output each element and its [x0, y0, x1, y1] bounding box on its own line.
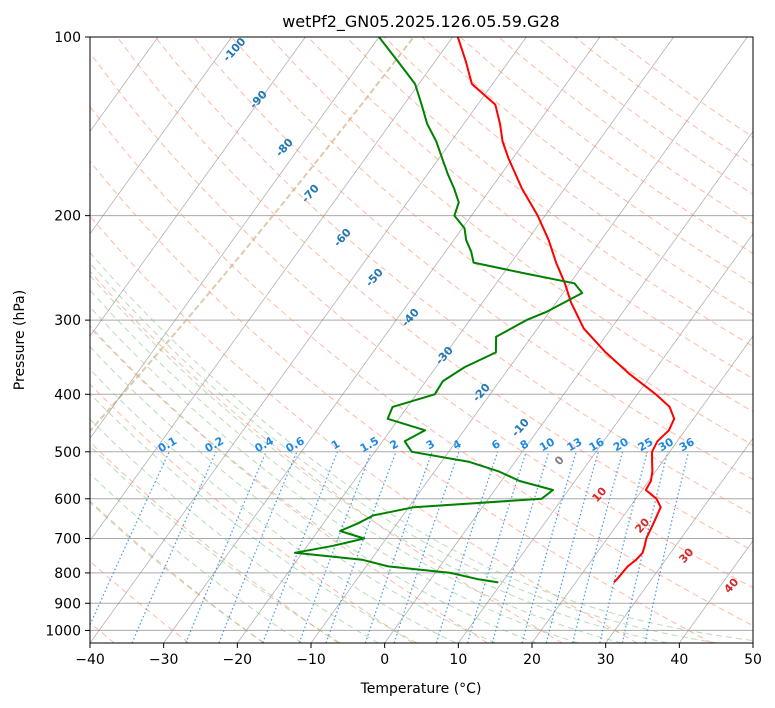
mixing-ratio-line [185, 451, 267, 643]
isotherm-line [605, 437, 753, 643]
mixing-ratio-line [435, 451, 499, 643]
isotherm-line [163, 37, 601, 643]
moist-adiabat [90, 418, 379, 643]
moist-adiabat [90, 346, 496, 643]
axes: −40 −30 −20 −10 0 10 20 30 40 50 100 200 300 400 500 60… [45, 30, 762, 668]
dry-adiabat [383, 37, 753, 316]
x-axis-label: Temperature (°C) [360, 681, 482, 697]
dry-adiabat [90, 105, 753, 627]
background-lines [90, 37, 753, 643]
moist-adiabat [90, 393, 418, 643]
chart-title: wetPf2_GN05.2025.126.05.59.G28 [282, 12, 560, 32]
moist-adiabat [90, 501, 265, 643]
isotherm-line [90, 37, 453, 542]
y-tick-label: 100 [54, 30, 81, 46]
mixing-ratio-line [466, 451, 527, 643]
y-tick-label: 700 [54, 532, 81, 548]
plot-frame [89, 36, 754, 644]
dry-adiabat [90, 215, 638, 643]
isotherm-line [90, 37, 380, 440]
isotherm-line [458, 233, 753, 643]
dry-adiabat [155, 37, 753, 516]
dry-adiabat [90, 500, 264, 643]
mixing-ratio-line [491, 451, 550, 643]
dry-adiabat [421, 37, 753, 285]
y-tick-label: 300 [54, 313, 81, 329]
temperature-profile [456, 37, 676, 584]
mixing-ratio-line [644, 451, 690, 643]
dry-adiabat [193, 37, 753, 481]
x-tick-label: −10 [296, 652, 326, 668]
x-tick-label: 40 [670, 652, 688, 668]
mixing-ratio-line [393, 451, 460, 643]
x-tick-label: 0 [380, 652, 389, 668]
y-tick-label: 500 [54, 445, 81, 461]
moist-adiabat [90, 306, 579, 643]
dry-adiabat [90, 51, 753, 589]
dry-adiabat [231, 37, 753, 446]
mixing-ratio-line [521, 451, 577, 643]
moist-adiabat [90, 289, 622, 643]
y-tick-label: 800 [54, 566, 81, 582]
moist-adiabat [90, 251, 753, 642]
moist-adiabat [90, 325, 537, 643]
mixing-ratio-line [298, 451, 372, 643]
moist-adiabat [90, 262, 717, 643]
mixing-ratio-line [364, 451, 433, 643]
y-tick-label: 400 [54, 387, 81, 403]
mixing-ratio-line [325, 451, 397, 643]
mixing-ratio-line [262, 451, 339, 643]
x-tick-label: 10 [449, 652, 467, 668]
y-tick-label: 1000 [45, 623, 81, 639]
x-tick-label: −20 [223, 652, 253, 668]
dry-adiabat [90, 383, 414, 643]
dry-adiabat [90, 160, 712, 643]
isotherm-line [531, 335, 753, 643]
isotherm-line [384, 130, 753, 643]
dry-adiabat [90, 326, 488, 643]
isotherm-line [90, 37, 306, 337]
isotherm-line [90, 37, 527, 643]
profile-lines [293, 37, 676, 584]
mixing-ratio-line [218, 451, 298, 643]
y-tick-label: 600 [54, 492, 81, 508]
mixing-ratio-line [599, 451, 648, 643]
x-tick-label: 20 [523, 652, 541, 668]
y-axis-label: Pressure (hPa) [12, 290, 28, 390]
moist-adiabat [90, 368, 457, 643]
mixing-ratio-line [621, 451, 669, 643]
isotherm-line [679, 540, 753, 643]
lcl-curve [90, 37, 415, 433]
x-tick-label: −30 [149, 652, 179, 668]
dry-adiabat [116, 37, 753, 552]
moist-adiabat [90, 473, 303, 643]
x-tick-label: 30 [597, 652, 615, 668]
mixing-ratio-line [131, 451, 217, 643]
mixing-ratio-line [572, 451, 624, 643]
isotherm-line [90, 37, 232, 235]
x-tick-label: 50 [744, 652, 762, 668]
y-tick-label: 200 [54, 209, 81, 225]
y-tick-label: 900 [54, 596, 81, 612]
mixing-ratio-line [545, 451, 599, 643]
dry-adiabat [345, 37, 753, 347]
dewpoint-profile [293, 37, 584, 584]
isotherm-line [237, 37, 674, 643]
x-tick-label: −40 [75, 652, 105, 668]
dry-adiabat [90, 270, 563, 643]
